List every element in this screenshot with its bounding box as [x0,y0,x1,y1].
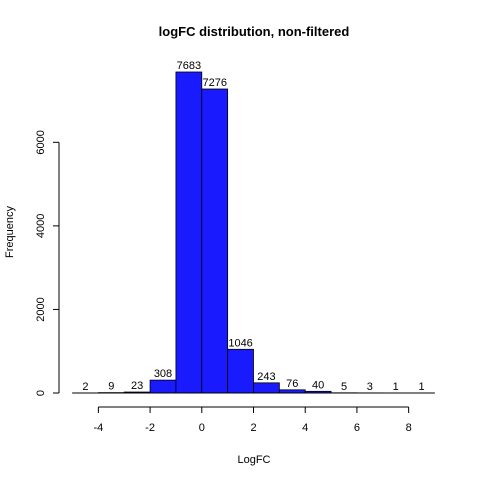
y-tick-label: 2000 [35,297,47,321]
bar-count-label: 76 [286,378,298,390]
bar-count-label: 23 [131,380,143,392]
y-axis-label: Frequency [4,206,16,258]
bar-count-label: 1 [393,381,399,393]
x-tick-label: 8 [406,422,412,434]
y-tick-label: 4000 [35,214,47,238]
bar-count-label: 7276 [202,77,226,89]
bar-count-label: 40 [312,379,324,391]
x-tick-label: 6 [354,422,360,434]
x-tick-label: 2 [250,422,256,434]
bars-group [72,71,435,394]
y-tick-label: 0 [35,390,47,396]
bar-count-label: 9 [108,381,114,393]
bar-count-label: 1046 [228,337,252,349]
bar-count-label: 308 [154,368,172,380]
bar-count-label: 243 [257,371,275,383]
histogram-bar [149,379,177,394]
y-axis: 0 2000 4000 6000 [35,130,60,396]
x-tick-label: 0 [199,422,205,434]
x-tick-label: -2 [145,422,155,434]
x-axis-label: LogFC [237,454,270,466]
x-axis: -4 -2 0 2 4 6 8 [72,392,435,434]
bar-count-label: 7683 [177,60,201,72]
histogram-bar [201,88,229,394]
x-tick-label: 4 [302,422,308,434]
bar-count-label: 5 [341,381,347,393]
histogram-bar [175,71,203,394]
bar-count-label: 3 [367,381,373,393]
histogram-bar [227,348,254,394]
bar-count-label: 2 [82,381,88,393]
chart-title: logFC distribution, non-filtered [159,24,350,39]
y-tick-label: 6000 [35,130,47,154]
x-tick-label: -4 [93,422,103,434]
histogram-bar [253,382,280,394]
bar-count-label: 1 [419,381,425,393]
